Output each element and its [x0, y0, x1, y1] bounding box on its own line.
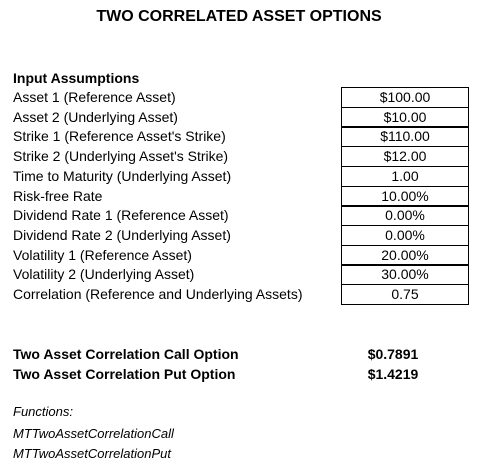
result-label: Two Asset Correlation Call Option	[13, 346, 239, 362]
input-label: Time to Maturity (Underlying Asset)	[13, 167, 232, 184]
input-label: Correlation (Reference and Underlying As…	[13, 286, 303, 302]
input-label: Strike 1 (Reference Asset's Strike)	[13, 128, 226, 145]
input-value: 0.00%	[341, 205, 469, 227]
input-label: Risk-free Rate	[13, 187, 103, 204]
result-label: Two Asset Correlation Put Option	[13, 365, 236, 382]
input-value: $110.00	[341, 126, 469, 148]
functions-heading: Functions:	[13, 404, 73, 419]
function-name: MTTwoAssetCorrelationCall	[13, 426, 174, 441]
input-value: 1.00	[341, 165, 469, 187]
input-value: $10.00	[341, 106, 469, 128]
result-value: $0.7891	[367, 346, 419, 362]
input-label: Strike 2 (Underlying Asset's Strike)	[13, 148, 229, 165]
input-value: $12.00	[341, 146, 469, 168]
result-value: $1.4219	[367, 365, 419, 382]
input-value: 30.00%	[341, 264, 469, 286]
input-value: 10.00%	[341, 185, 469, 207]
input-label: Volatility 1 (Reference Asset)	[13, 246, 192, 263]
title: TWO CORRELATED ASSET OPTIONS	[96, 8, 382, 25]
input-label: Dividend Rate 2 (Underlying Asset)	[13, 226, 231, 243]
input-value: 20.00%	[341, 244, 469, 266]
function-name: MTTwoAssetCorrelationPut	[13, 445, 171, 461]
input-value: 0.00%	[341, 224, 469, 246]
input-value: $100.00	[341, 87, 469, 108]
input-label: Dividend Rate 1 (Reference Asset)	[13, 207, 229, 224]
input-label: Asset 2 (Underlying Asset)	[13, 108, 178, 125]
inputs-heading: Input Assumptions	[13, 70, 140, 86]
input-value: 0.75	[341, 284, 469, 305]
input-label: Volatility 2 (Underlying Asset)	[13, 266, 195, 283]
input-label: Asset 1 (Reference Asset)	[13, 89, 176, 105]
